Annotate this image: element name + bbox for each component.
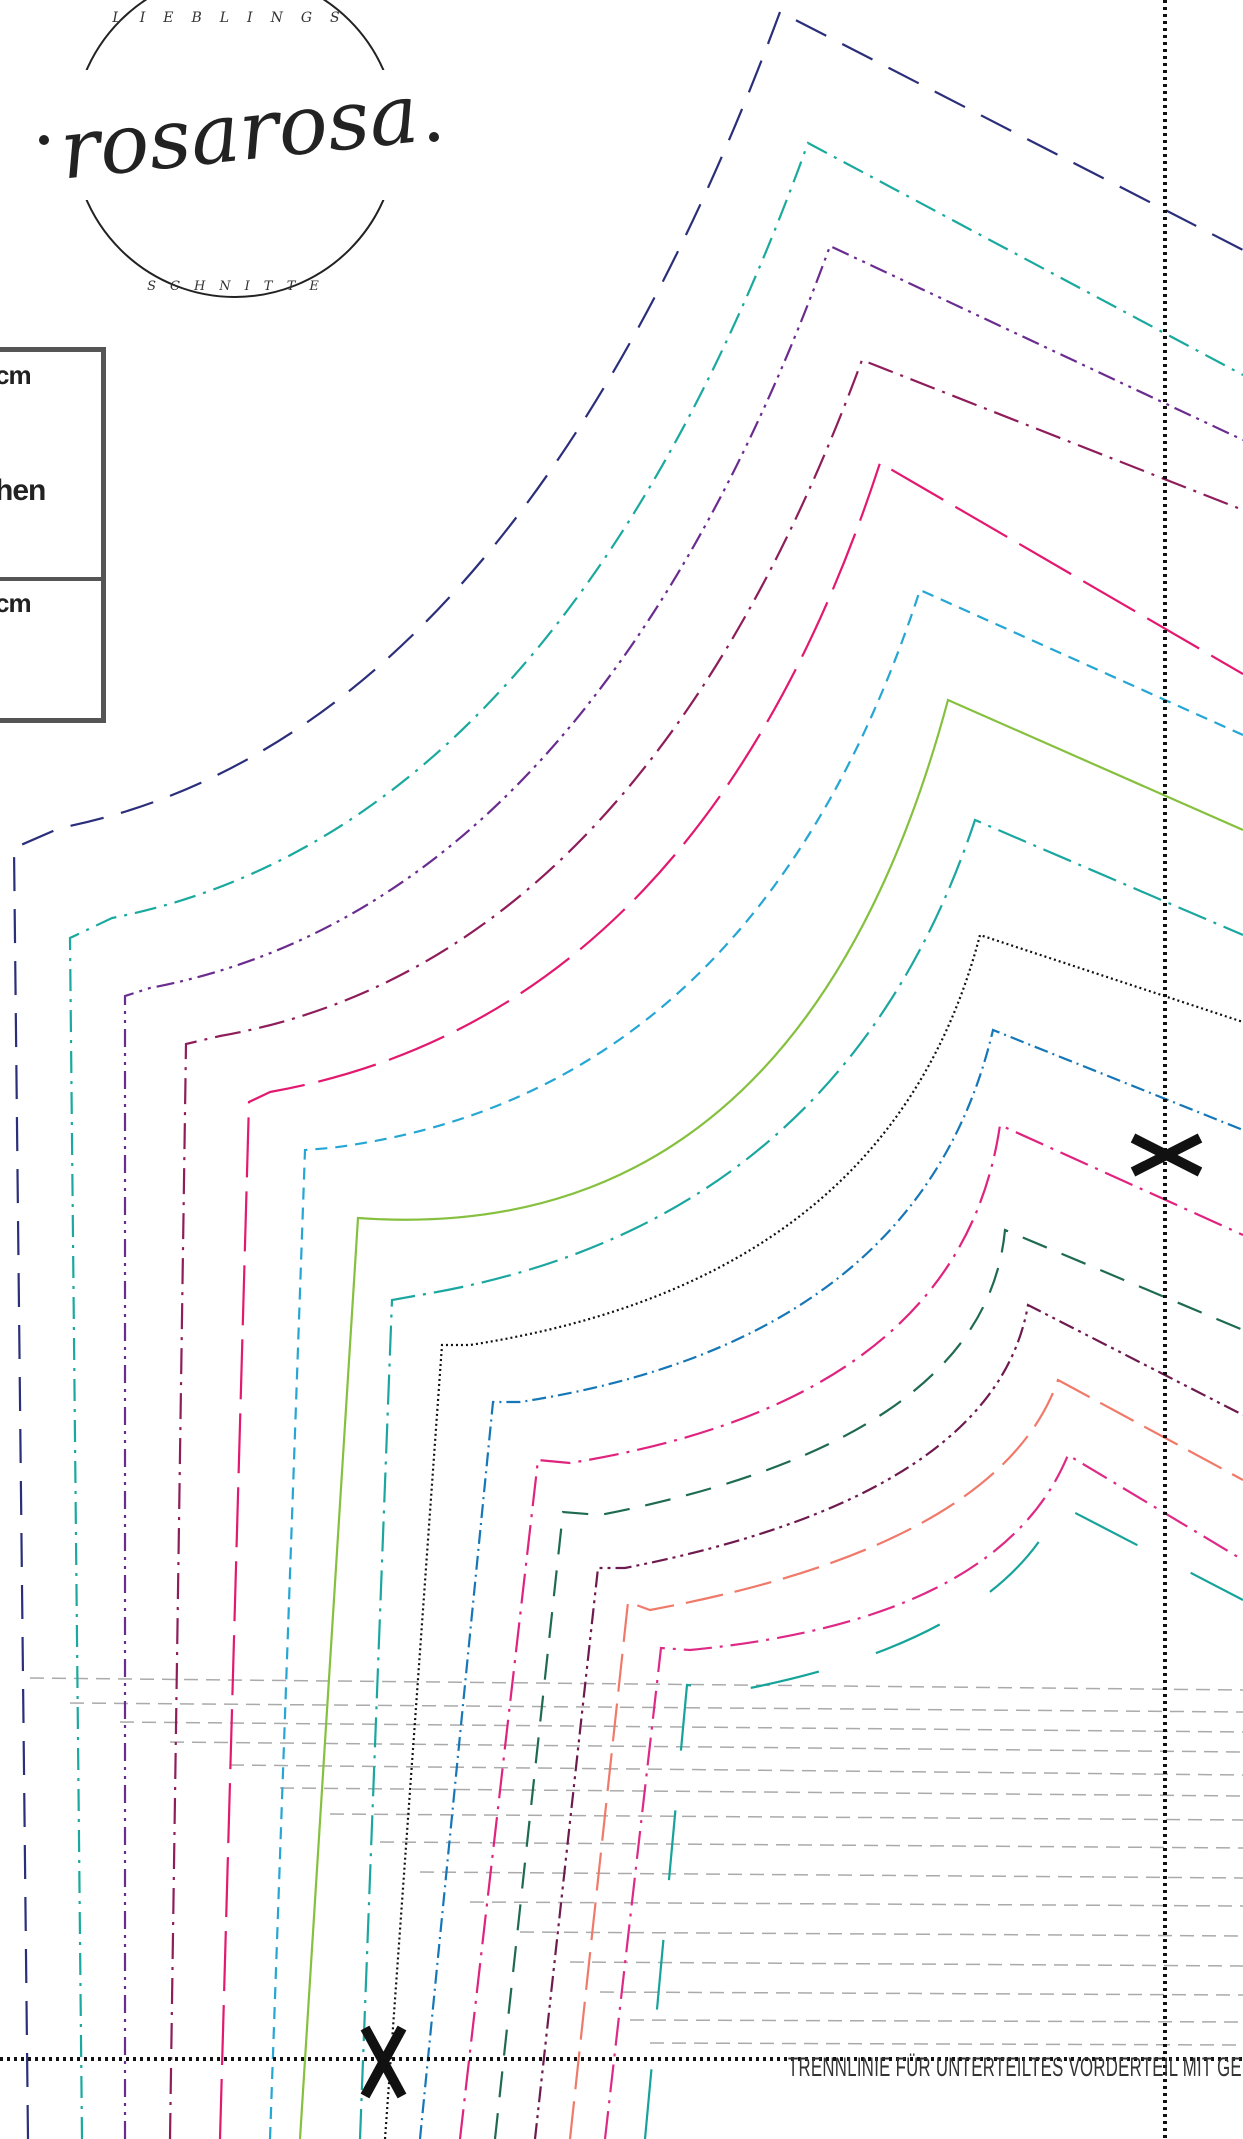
guide-line [29,1677,1243,1691]
logo-dot-right [429,132,439,142]
size-curve [168,358,1243,2139]
size-curve [123,244,1243,2139]
guide-line [229,1764,1243,1776]
divider-instruction-text: TRENNLINIE FÜR UNTERTEILTES VORDERTEIL M… [788,2052,1243,2082]
size-curve [68,141,1243,2139]
guide-line [419,1871,1243,1879]
size-curve [12,10,1243,2139]
guide-line [279,1787,1243,1797]
logo-top-text: LIEBLINGS [111,10,357,26]
guide-line [469,1901,1243,1907]
size-curve [533,1303,1243,2139]
guide-line [649,2042,1243,2046]
guide-line [569,1961,1243,1967]
guide-line [119,1721,1243,1733]
size-box-divider [0,577,101,581]
size-label-line: hen [0,474,46,507]
size-curve [268,588,1243,2139]
size-curves [12,10,1243,2139]
size-curve [383,933,1243,2139]
size-curve [458,1123,1243,2139]
size-curve [298,698,1243,2139]
logo: LIEBLINGS rosarosa SCHNITTE [39,0,439,298]
size-label-line: cm [0,588,32,618]
size-curve [418,1028,1243,2139]
size-curve [358,818,1243,2139]
size-curve [603,1453,1243,2139]
guide-lines [29,1677,1243,2046]
logo-bottom-text: SCHNITTE [147,279,333,294]
guide-line [519,1931,1243,1937]
size-label-line: cm [0,360,32,390]
size-curve [218,461,1243,2139]
guide-line [629,2019,1243,2023]
guide-line [379,1841,1243,1849]
logo-dot-left [39,135,49,145]
size-curve [643,1503,1243,2139]
guide-line [169,1741,1243,1753]
match-mark-x-icon [1130,1133,1203,1177]
size-curve [493,1228,1243,2139]
guide-line [69,1702,1243,1713]
guide-line [329,1813,1243,1821]
guide-line [599,1991,1243,1996]
match-mark-x-icon [360,2025,407,2099]
size-curve [568,1378,1243,2139]
size-label-box: cm hen cm [0,347,106,723]
